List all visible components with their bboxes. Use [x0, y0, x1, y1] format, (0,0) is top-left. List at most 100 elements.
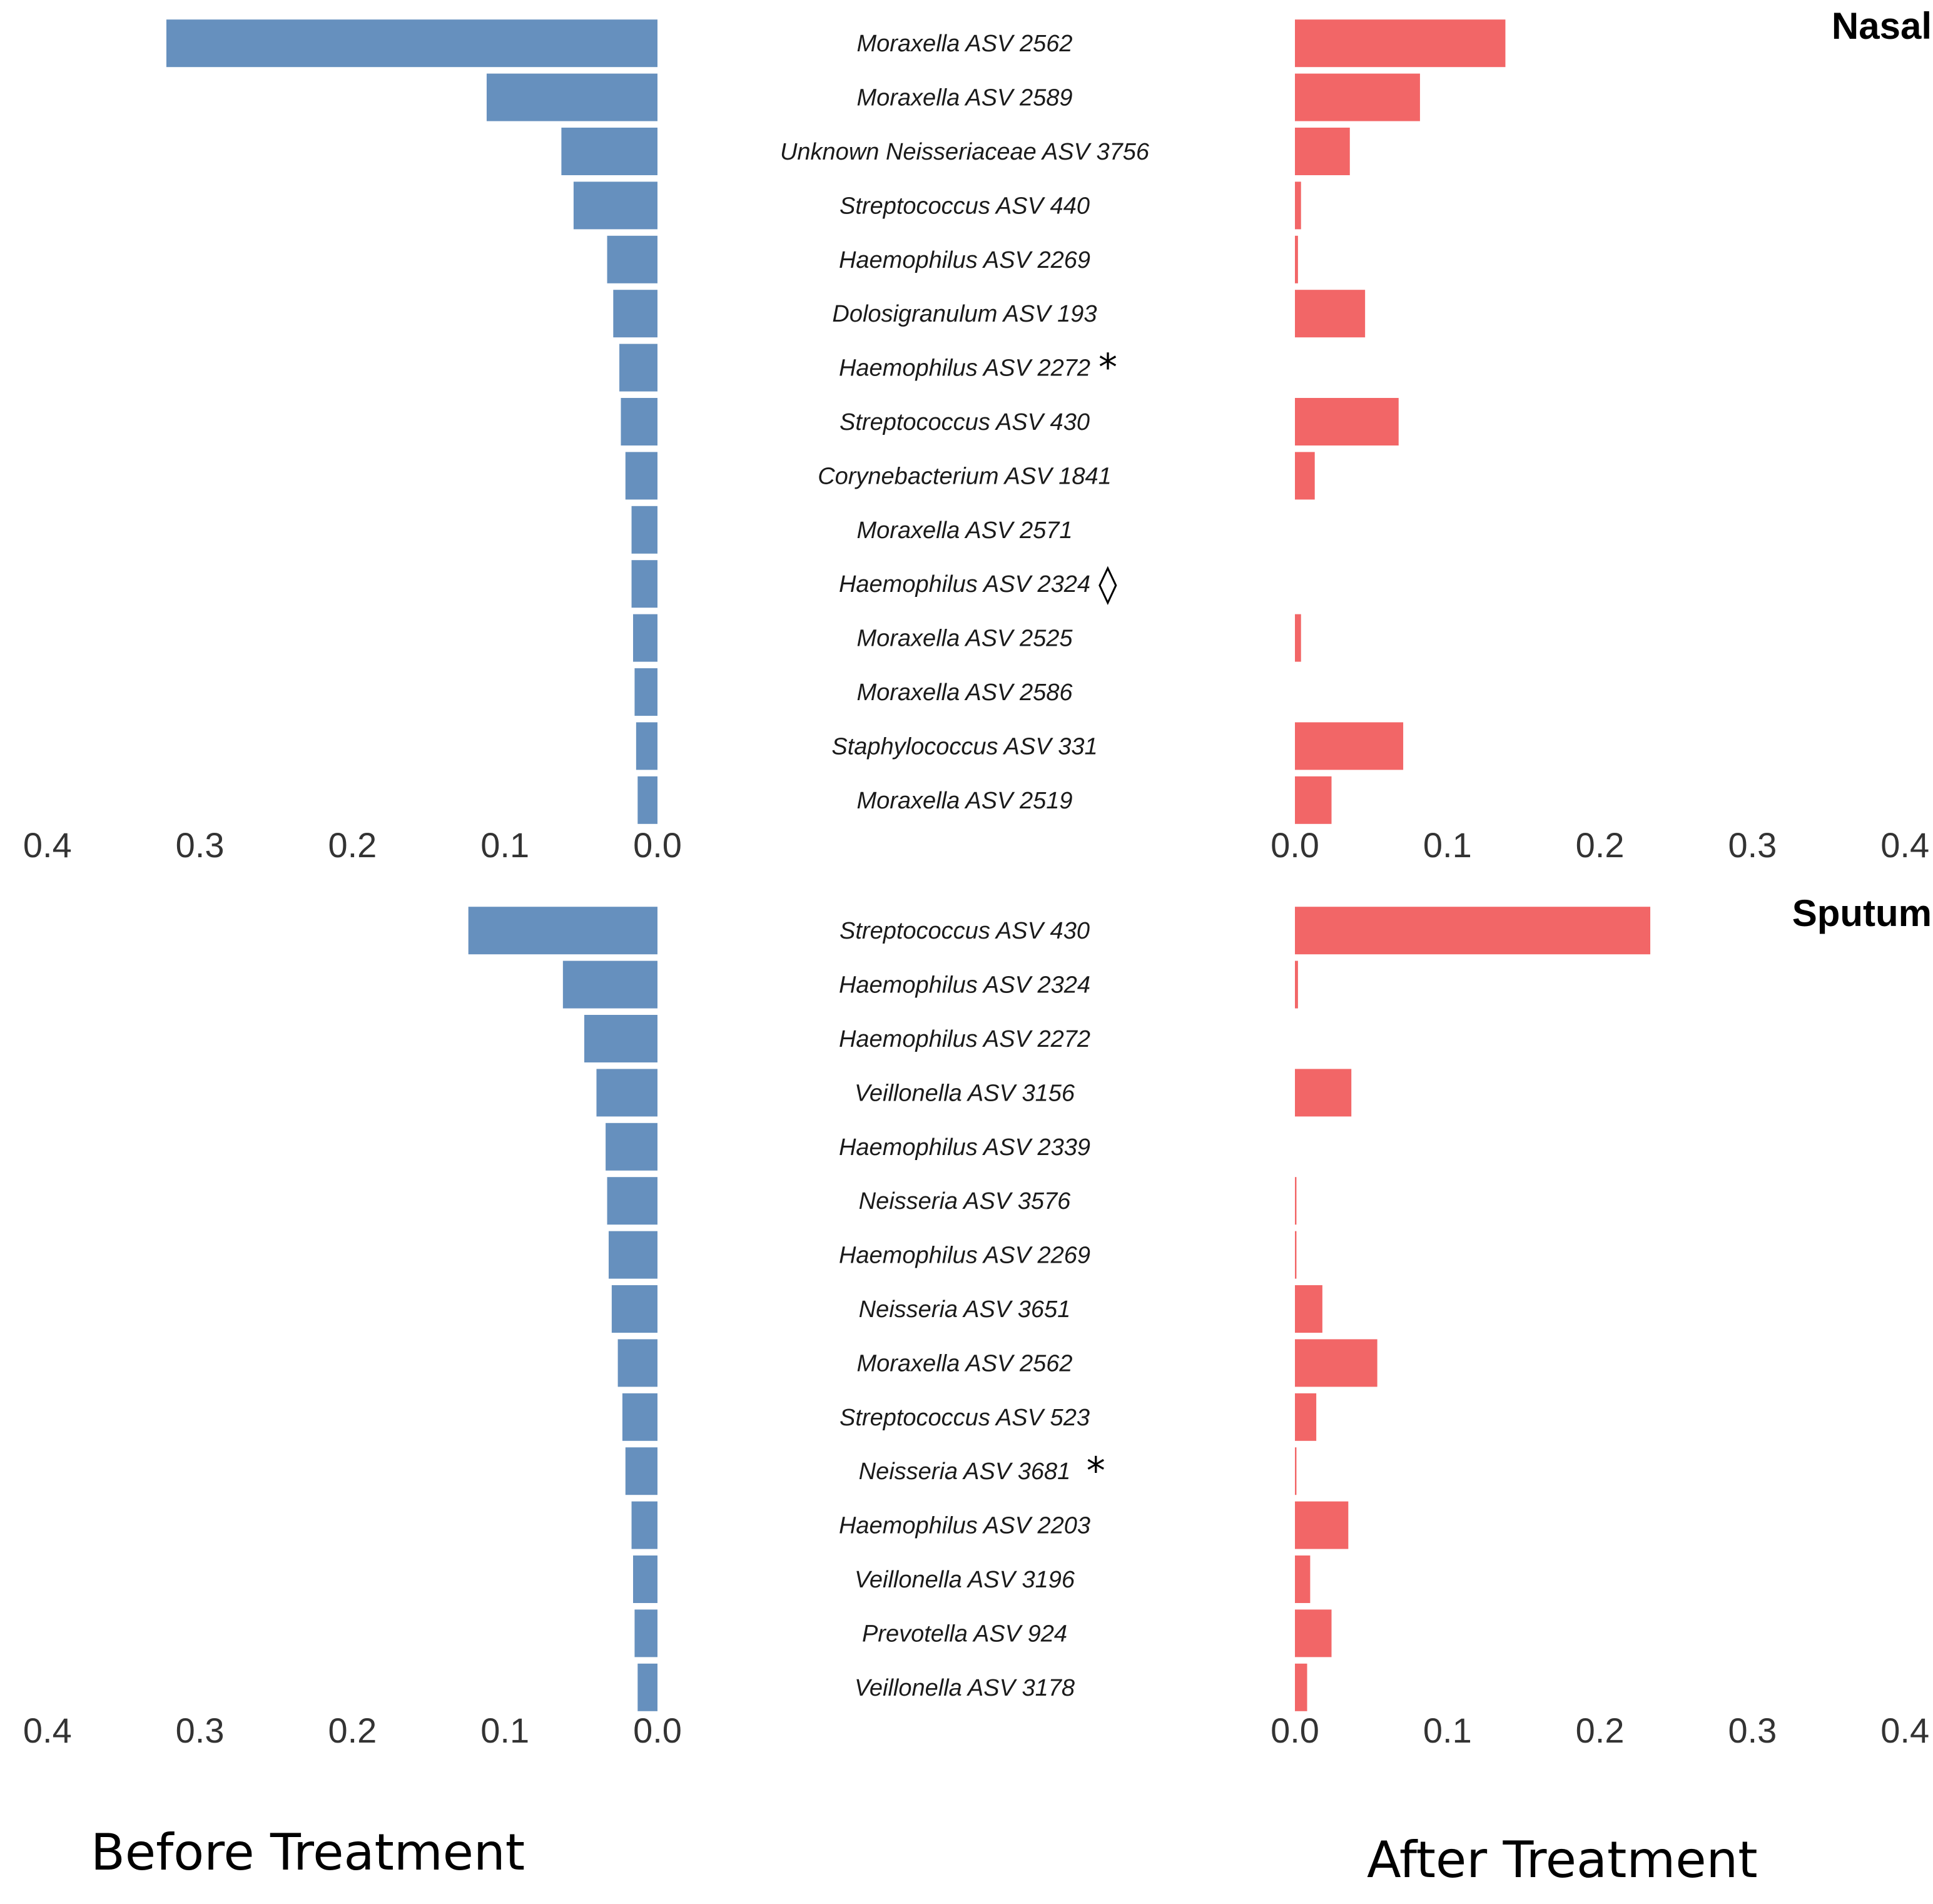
after-bar	[1295, 1555, 1311, 1603]
category-label: Haemophilus ASV 2203	[839, 1513, 1090, 1539]
before-bar	[607, 1177, 657, 1225]
category-label: Haemophilus ASV 2324	[839, 571, 1090, 598]
chart-panels: Nasal Moraxella ASV 2562 Moraxella ASV 258…	[23, 5, 1932, 1750]
after-bar	[1295, 1663, 1307, 1711]
left-axis-tick-label: 0.4	[23, 825, 72, 865]
after-bar	[1295, 722, 1404, 770]
category-label: Moraxella ASV 2525	[856, 626, 1073, 652]
category-label: Unknown Neisseriaceae ASV 3756	[780, 139, 1150, 165]
before-bar	[632, 614, 657, 662]
sputum-panel-title: Sputum	[1792, 892, 1932, 934]
after-bar	[1295, 181, 1301, 230]
before-bar	[634, 1609, 657, 1657]
significance-asterisk-marker: *	[1087, 1449, 1105, 1493]
after-treatment-label: After Treatment	[1367, 1831, 1758, 1889]
left-axis-tick-label: 0.3	[176, 825, 225, 865]
before-bar	[468, 907, 657, 955]
right-axis-tick-label: 0.1	[1423, 825, 1472, 865]
right-axis-tick-label: 0.1	[1423, 1711, 1472, 1750]
right-axis-tick-label: 0.4	[1880, 1711, 1929, 1750]
after-bar	[1295, 1231, 1297, 1279]
nasal-panel: Nasal Moraxella ASV 2562 Moraxella ASV 258…	[23, 5, 1932, 865]
sputum-panel: Sputum Streptococcus ASV 430 Haemophilus A…	[23, 892, 1932, 1750]
right-axis-tick-label: 0.0	[1271, 1711, 1319, 1750]
left-axis-tick-label: 0.4	[23, 1711, 72, 1750]
category-label: Neisseria ASV 3651	[859, 1296, 1071, 1323]
after-bar	[1295, 73, 1420, 121]
before-bar	[617, 1339, 657, 1387]
before-bar	[166, 19, 657, 68]
after-bar	[1295, 1339, 1377, 1387]
before-bar	[608, 1231, 657, 1279]
category-label: Veillonella ASV 3156	[855, 1080, 1075, 1106]
after-bar	[1295, 1393, 1317, 1441]
category-label: Streptococcus ASV 523	[840, 1405, 1090, 1431]
before-bar	[486, 73, 657, 121]
after-bar	[1295, 235, 1298, 283]
after-bar	[1295, 1285, 1322, 1333]
category-label: Moraxella ASV 2586	[856, 680, 1073, 706]
before-bar	[573, 181, 657, 230]
before-bar	[611, 1285, 657, 1333]
right-axis-tick-label: 0.2	[1576, 1711, 1625, 1750]
right-axis-tick-label: 0.2	[1576, 825, 1625, 865]
category-label: Moraxella ASV 2589	[856, 85, 1072, 111]
left-axis-tick-label: 0.0	[633, 825, 682, 865]
before-bar	[619, 344, 657, 392]
category-label: Moraxella ASV 2519	[856, 788, 1072, 814]
before-treatment-label: Before Treatment	[91, 1823, 525, 1881]
category-label: Haemophilus ASV 2324	[839, 972, 1090, 999]
category-label: Haemophilus ASV 2272	[839, 355, 1090, 382]
before-bar	[613, 290, 657, 338]
after-bar	[1295, 1069, 1352, 1117]
category-label: Corynebacterium ASV 1841	[818, 463, 1112, 489]
before-bar	[625, 1447, 657, 1495]
before-bar	[625, 452, 657, 500]
before-bar	[632, 1555, 657, 1603]
after-bar	[1295, 1609, 1332, 1657]
after-bar	[1295, 1501, 1349, 1549]
before-bar	[637, 1663, 657, 1711]
category-label: Haemophilus ASV 2272	[839, 1026, 1090, 1052]
before-bar	[634, 668, 657, 716]
before-bar	[562, 960, 657, 1009]
left-axis-tick-label: 0.3	[176, 1711, 225, 1750]
category-label: Moraxella ASV 2562	[856, 31, 1072, 57]
category-label: Staphylococcus ASV 331	[831, 733, 1097, 760]
before-bar	[606, 1123, 657, 1171]
left-axis-tick-label: 0.2	[328, 1711, 377, 1750]
after-bar	[1295, 398, 1399, 445]
right-axis-tick-label: 0.4	[1880, 825, 1929, 865]
before-bar	[607, 235, 657, 283]
category-label: Dolosigranulum ASV 193	[832, 301, 1097, 327]
after-bar	[1295, 1447, 1297, 1495]
category-label: Veillonella ASV 3178	[855, 1675, 1075, 1701]
category-label: Streptococcus ASV 430	[840, 918, 1090, 944]
before-bar	[596, 1069, 657, 1117]
diamond-marker: ◊	[1098, 562, 1117, 606]
category-label: Moraxella ASV 2571	[856, 517, 1072, 544]
right-axis-tick-label: 0.3	[1728, 1711, 1777, 1750]
before-bar	[561, 128, 657, 175]
left-axis-tick-label: 0.1	[480, 825, 529, 865]
right-axis-tick-label: 0.0	[1271, 825, 1319, 865]
nasal-panel-title: Nasal	[1832, 5, 1932, 47]
before-bar	[621, 398, 657, 445]
category-label: Neisseria ASV 3576	[859, 1188, 1072, 1214]
category-label: Veillonella ASV 3196	[855, 1567, 1075, 1593]
category-label: Haemophilus ASV 2339	[839, 1134, 1090, 1161]
category-label: Haemophilus ASV 2269	[839, 247, 1090, 273]
category-label: Prevotella ASV 924	[862, 1621, 1067, 1647]
left-axis-tick-label: 0.1	[480, 1711, 529, 1750]
before-bar	[631, 560, 657, 608]
after-bar	[1295, 1177, 1297, 1225]
after-bar	[1295, 614, 1301, 662]
significance-asterisk-marker: *	[1098, 346, 1117, 390]
right-axis-tick-label: 0.3	[1728, 825, 1777, 865]
after-bar	[1295, 452, 1315, 500]
after-bar	[1295, 776, 1332, 824]
after-bar	[1295, 128, 1350, 175]
before-bar	[631, 506, 657, 554]
before-bar	[622, 1393, 657, 1441]
